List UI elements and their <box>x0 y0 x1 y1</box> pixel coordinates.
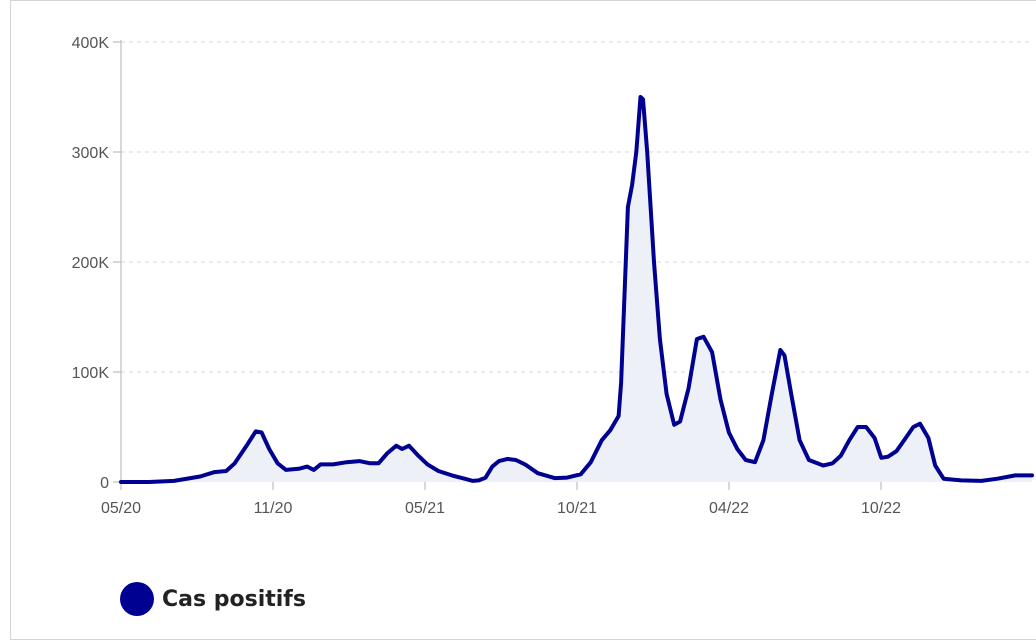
x-axis: 05/20 11/20 05/21 10/21 04/22 10/22 <box>101 482 901 517</box>
covid-cases-chart: 0 100K 200K 300K 400K 05/20 11/20 05/21 10/21 04… <box>72 35 1034 517</box>
x-tick-label: 10/22 <box>861 500 901 517</box>
x-tick-label: 10/21 <box>557 500 597 517</box>
y-tick-label: 400K <box>72 35 110 52</box>
series-line[interactable] <box>119 95 1034 484</box>
legend[interactable]: Cas positifs <box>120 582 306 616</box>
grid-lines <box>121 41 1032 373</box>
series-layer <box>119 95 1034 484</box>
legend-marker-icon <box>120 582 154 616</box>
y-tick-label: 100K <box>72 365 110 382</box>
series-area <box>121 97 1032 482</box>
x-tick-label: 05/21 <box>405 500 445 517</box>
y-tick-label: 0 <box>100 475 109 492</box>
x-tick-label: 11/20 <box>254 500 293 517</box>
x-tick-label: 05/20 <box>101 500 141 517</box>
chart-card <box>10 0 1036 640</box>
x-tick-label: 04/22 <box>709 500 749 517</box>
legend-label: Cas positifs <box>162 586 306 612</box>
y-axis: 0 100K 200K 300K 400K <box>72 35 122 492</box>
y-tick-label: 200K <box>72 255 110 272</box>
y-tick-label: 300K <box>72 145 110 162</box>
